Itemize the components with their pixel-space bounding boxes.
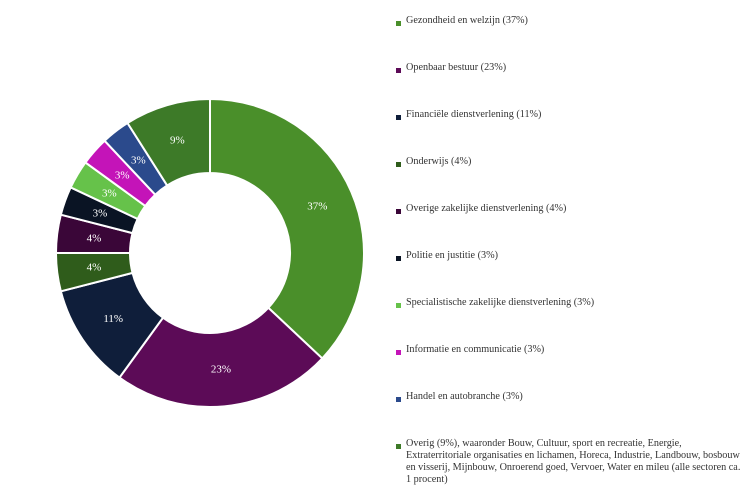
legend-label: Onderwijs (4%)	[406, 156, 472, 167]
legend-label: Politie en justitie (3%)	[406, 250, 498, 261]
legend-swatch	[396, 256, 401, 261]
slice-label-10: 9%	[170, 135, 185, 147]
legend-label: Gezondheid en welzijn (37%)	[406, 15, 528, 26]
legend-item: Onderwijs (4%)	[396, 156, 746, 168]
donut-slice-10	[126, 97, 211, 187]
slice-label-6: 3%	[93, 207, 108, 219]
legend-item: Overige zakelijke dienstverlening (4%)	[396, 203, 746, 215]
legend-swatch	[396, 115, 401, 120]
legend-item: Openbaar bestuur (23%)	[396, 62, 746, 74]
legend-label: Specialistische zakelijke dienstverlenin…	[406, 297, 595, 308]
slice-label-7: 3%	[102, 187, 117, 199]
slice-label-9: 3%	[131, 155, 146, 167]
legend-item: Specialistische zakelijke dienstverlenin…	[396, 297, 746, 309]
legend-swatch	[396, 444, 401, 449]
legend-swatch	[396, 21, 401, 26]
chart-legend: Gezondheid en welzijn (37%) Openbaar best…	[396, 0, 746, 491]
donut-chart: 37%23%11%4%4%3%3%3%3%9%	[54, 97, 365, 408]
donut-slice-2	[118, 306, 324, 408]
legend-swatch	[396, 162, 401, 167]
legend-item: Handel en autobranche (3%)	[396, 391, 746, 403]
slice-label-1: 37%	[307, 201, 327, 213]
legend-swatch	[396, 303, 401, 308]
legend-item: Informatie en communicatie (3%)	[396, 344, 746, 356]
slice-label-3: 11%	[103, 313, 123, 325]
legend-swatch	[396, 350, 401, 355]
slice-label-4: 4%	[87, 262, 102, 274]
donut-slice-1	[209, 97, 365, 360]
legend-item: Politie en justitie (3%)	[396, 250, 746, 262]
legend-swatch	[396, 397, 401, 402]
legend-label: Financiële dienstverlening (11%)	[406, 109, 542, 120]
slice-label-8: 3%	[115, 170, 130, 182]
legend-item: Financiële dienstverlening (11%)	[396, 109, 746, 121]
legend-label: Handel en autobranche (3%)	[406, 391, 523, 402]
slice-label-5: 4%	[87, 232, 102, 244]
legend-label: Overig (9%), waaronder Bouw, Cultuur, sp…	[406, 438, 741, 485]
legend-swatch	[396, 68, 401, 73]
legend-item: Gezondheid en welzijn (37%)	[396, 15, 746, 27]
legend-label: Overige zakelijke dienstverlening (4%)	[406, 203, 567, 214]
legend-label: Informatie en communicatie (3%)	[406, 344, 545, 355]
legend-item: Overig (9%), waaronder Bouw, Cultuur, sp…	[396, 438, 746, 486]
legend-swatch	[396, 209, 401, 214]
slice-label-2: 23%	[211, 363, 231, 375]
legend-label: Openbaar bestuur (23%)	[406, 62, 507, 73]
